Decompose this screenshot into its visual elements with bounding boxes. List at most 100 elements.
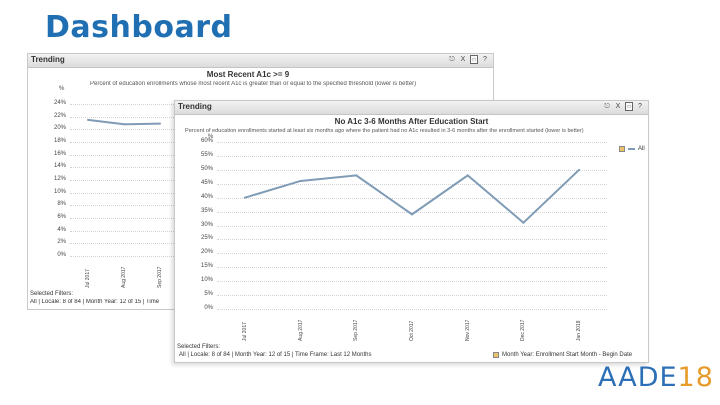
y-tick-label: 2% [57, 239, 66, 246]
chart-title: No A1c 3-6 Months After Education Start [334, 117, 489, 126]
panel-label: Trending [178, 102, 212, 111]
footer-legend-swatch-icon [493, 352, 499, 358]
gridline [70, 243, 178, 245]
gridline [217, 197, 607, 199]
y-tick-label: 14% [53, 163, 66, 170]
y-tick-label: 0% [204, 305, 213, 311]
data-point[interactable] [355, 174, 358, 177]
data-point[interactable] [299, 179, 302, 182]
aade18-logo: AADE18 [598, 362, 714, 393]
y-tick-label: 12% [53, 176, 66, 182]
y-tick-label: 40% [200, 193, 213, 200]
chart-subtitle: Percent of education enrollments whose m… [90, 81, 417, 87]
slide-title: Dashboard [45, 10, 233, 45]
data-point[interactable] [578, 168, 581, 171]
gridline [217, 155, 607, 157]
y-tick-label: 20% [53, 125, 66, 132]
footer-legend-label: Month Year: Enrollment Start Month - Beg… [502, 352, 633, 358]
filters-label: Selected Filters: [30, 291, 74, 297]
gridline [70, 167, 178, 169]
chart-subtitle: Percent of education enrollments started… [185, 128, 584, 134]
gridline [70, 129, 178, 131]
gridline [217, 267, 607, 269]
back-line-chart [87, 118, 161, 126]
data-point[interactable] [123, 123, 125, 126]
gridline [217, 253, 607, 255]
gridline [70, 104, 178, 105]
data-point[interactable] [243, 196, 246, 199]
gridline [70, 205, 178, 207]
y-tick-label: 6% [57, 214, 66, 220]
gridline [217, 211, 607, 213]
gridline [217, 183, 607, 185]
y-tick-label: 5% [204, 291, 213, 298]
y-tick-label: 8% [57, 201, 66, 208]
filters-label: Selected Filters: [177, 344, 221, 350]
export-icon[interactable]: ⎋ [604, 103, 610, 110]
logo-text: AADE [598, 362, 678, 393]
legend-line-icon [628, 148, 635, 150]
close-icon[interactable]: X [460, 56, 466, 63]
front-trending-panel: Trending ⎋ X □ ? No A1c 3-6 Months After… [174, 100, 649, 363]
filters-text: All | Locale: 8 of 84 | Month Year: 12 o… [179, 352, 372, 358]
y-tick-label: 22% [53, 112, 66, 119]
filters-text: All | Locale: 8 of 84 | Month Year: 12 o… [30, 299, 160, 305]
close-icon[interactable]: X [615, 103, 621, 110]
data-point[interactable] [411, 213, 413, 216]
y-tick-label: 50% [200, 165, 213, 172]
logo-year: 18 [677, 362, 714, 393]
data-point[interactable] [159, 122, 161, 125]
gridline [217, 239, 607, 241]
gridline [70, 256, 178, 257]
gridline [217, 309, 607, 310]
data-point[interactable] [466, 174, 469, 177]
y-tick-label: 45% [200, 179, 213, 186]
chart-title: Most Recent A1c >= 9 [206, 70, 290, 79]
front-line-chart [243, 168, 581, 225]
y-tick-label: 10% [53, 188, 66, 195]
y-tick-label: 24% [53, 100, 66, 106]
footer-legend: Month Year: Enrollment Start Month - Beg… [493, 352, 632, 358]
y-tick-label: 60% [200, 138, 213, 144]
y-tick-label: 10% [200, 277, 213, 284]
gridline [70, 230, 178, 232]
data-point[interactable] [87, 118, 89, 121]
gridline [70, 142, 178, 143]
data-point[interactable] [522, 221, 525, 224]
legend: All [619, 146, 645, 152]
panel-header: Trending ⎋ X □ ? [175, 101, 648, 115]
legend-label: All [638, 146, 645, 152]
panel-header: Trending ⎋ X □ ? [28, 54, 493, 68]
y-tick-label: 30% [200, 221, 213, 228]
gridline [217, 295, 607, 297]
panel-tools: ⎋ X □ ? [603, 102, 644, 111]
gridline [217, 281, 607, 283]
panel-tools: ⎋ X □ ? [448, 55, 489, 64]
maximize-icon[interactable]: □ [470, 55, 478, 64]
maximize-icon[interactable]: □ [625, 102, 633, 111]
gridline [70, 116, 178, 118]
gridline [217, 169, 607, 171]
legend-swatch-icon [619, 146, 625, 152]
y-tick-label: 16% [53, 150, 66, 157]
gridline [70, 218, 178, 219]
gridline [217, 225, 607, 227]
y-tick-label: 4% [57, 226, 66, 233]
help-icon[interactable]: ? [638, 103, 642, 110]
help-icon[interactable]: ? [483, 56, 487, 63]
y-tick-label: 35% [200, 207, 213, 214]
gridline [217, 142, 607, 143]
panel-label: Trending [31, 55, 65, 64]
y-tick-label: 20% [200, 249, 213, 256]
gridline [70, 154, 178, 156]
gridline [70, 192, 178, 194]
y-tick-label: 25% [200, 235, 213, 242]
export-icon[interactable]: ⎋ [449, 56, 455, 63]
y-tick-label: 18% [53, 138, 66, 144]
y-tick-label: 15% [200, 263, 213, 270]
y-unit-label: % [208, 134, 214, 140]
y-tick-label: 0% [57, 252, 66, 258]
gridline [70, 180, 178, 181]
y-tick-label: 55% [200, 151, 213, 158]
y-unit-label: % [59, 86, 65, 92]
